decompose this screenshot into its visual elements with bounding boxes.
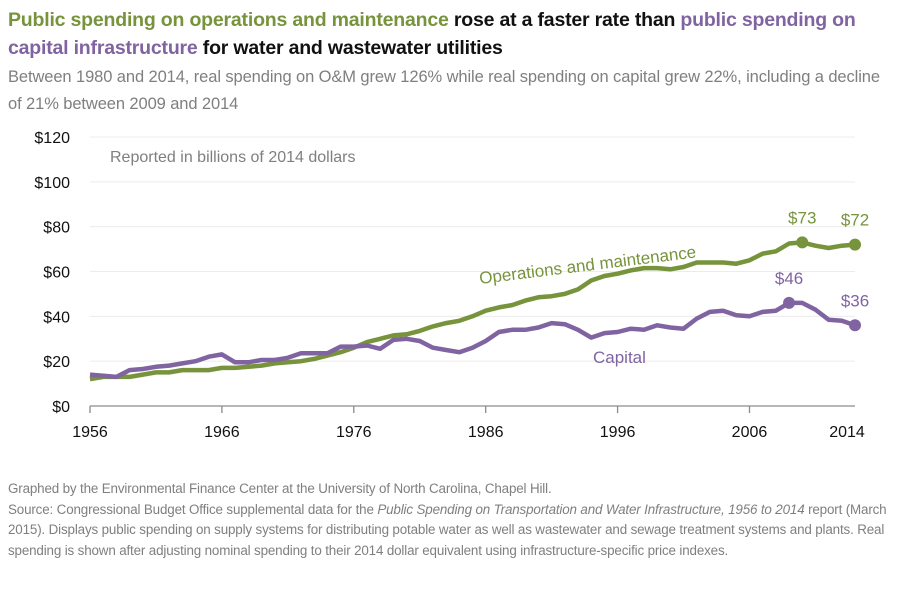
title-part-capital: public spending on capital infrastructur… — [8, 9, 856, 59]
data-point-marker — [796, 236, 809, 249]
series-lines — [89, 240, 856, 382]
data-label: $72 — [841, 211, 869, 230]
y-tick-label: $0 — [52, 399, 70, 416]
data-point-marker — [849, 238, 861, 251]
title-part-mid: rose at a faster rate than — [448, 9, 681, 31]
series-line-om — [89, 240, 856, 382]
x-tick-label: 1996 — [600, 424, 636, 441]
line-chart: $0$20$40$60$80$100$120 1956 1966 1976 1986 1… — [34, 130, 869, 441]
series-label-capital: Capital — [593, 348, 646, 367]
chart-subtitle: Between 1980 and 2014, real spending on … — [8, 68, 880, 113]
source-title: Public Spending on Transportation and Wa… — [377, 501, 805, 517]
chart-footer: Graphed by the Environmental Finance Cen… — [8, 479, 896, 561]
source-prefix: Source: Congressional Budget Office supp… — [8, 501, 378, 517]
y-tick-label: $40 — [43, 309, 70, 326]
footer-source: Source: Congressional Budget Office supp… — [8, 500, 896, 562]
data-label: $36 — [841, 291, 869, 310]
x-axis: 1956 1966 1976 1986 1996 2006 2014 — [72, 405, 865, 441]
chart-title: Public spending on operations and mainte… — [8, 6, 888, 62]
x-tick-label: 1966 — [204, 424, 240, 441]
x-tick-label: 2014 — [829, 424, 865, 441]
y-tick-label: $120 — [34, 130, 70, 147]
x-tick-label: 2006 — [732, 424, 768, 441]
y-tick-label: $60 — [43, 265, 70, 282]
title-part-om: Public spending on operations and mainte… — [8, 9, 449, 31]
data-point-marker — [783, 296, 796, 309]
x-tick-label: 1956 — [72, 424, 108, 441]
title-part-end: for water and wastewater utilities — [197, 37, 503, 59]
series-line-capital — [89, 300, 856, 380]
y-axis-ticks: $0 $20 $40 $60 $80 $100 $120 — [34, 130, 70, 416]
y-tick-label: $20 — [43, 354, 70, 371]
y-tick-label: $80 — [43, 220, 70, 237]
source-suffix: report (March 2015). Displays public spe… — [8, 501, 887, 558]
x-tick-label: 1976 — [336, 424, 372, 441]
y-tick-label: $100 — [34, 175, 70, 192]
series-points: $73 $72 $46 $36 — [775, 208, 869, 332]
footer-credit: Graphed by the Environmental Finance Cen… — [8, 481, 552, 496]
data-label: $46 — [775, 269, 803, 288]
units-annotation: Reported in billions of 2014 dollars — [110, 149, 355, 166]
x-tick-label: 1986 — [468, 424, 504, 441]
data-point-marker — [849, 319, 861, 332]
data-label: $73 — [788, 208, 816, 227]
gridlines — [90, 136, 855, 362]
